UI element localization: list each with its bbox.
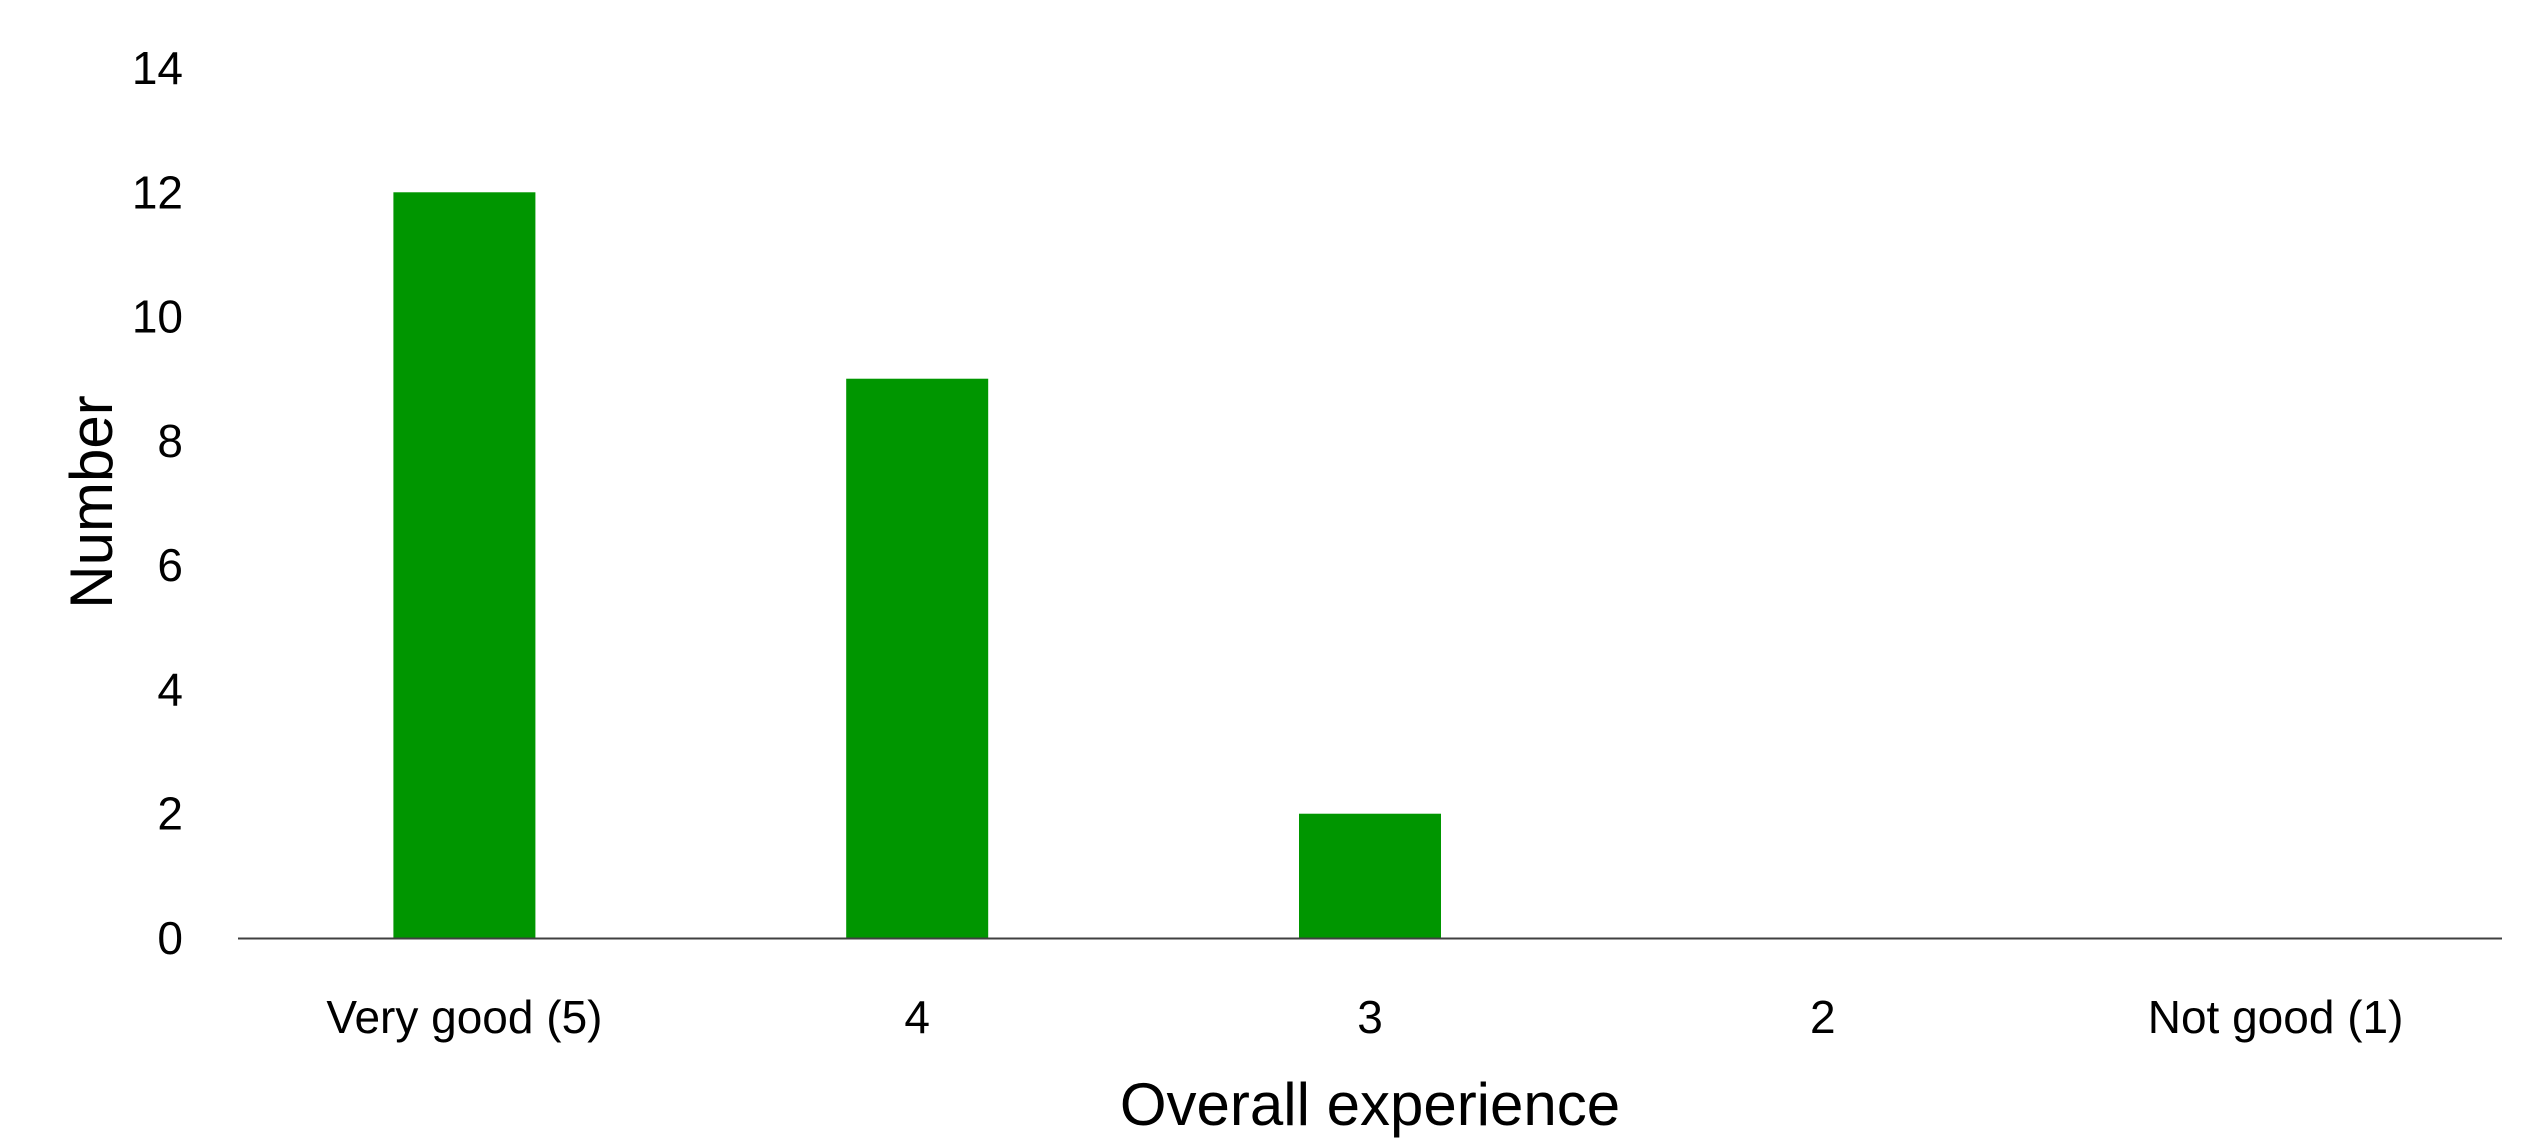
- y-tick-label: 14: [132, 42, 183, 94]
- y-tick-label: 6: [157, 539, 183, 591]
- y-tick-label: 4: [157, 663, 183, 715]
- y-axis-ticks: 0 2 4 6 8 10 12 14: [132, 42, 183, 964]
- x-axis-title: Overall experience: [1120, 1071, 1620, 1138]
- y-axis-title: Number: [58, 395, 125, 608]
- y-tick-label: 8: [157, 415, 183, 467]
- x-axis-ticks: Very good (5) 4 3 2 Not good (1): [326, 991, 2403, 1043]
- y-tick-label: 0: [157, 912, 183, 964]
- y-tick-label: 10: [132, 291, 183, 343]
- y-tick-label: 12: [132, 166, 183, 218]
- x-tick-label: 4: [904, 991, 930, 1043]
- bars: [393, 192, 1441, 939]
- x-tick-label: 2: [1810, 991, 1836, 1043]
- bar: [393, 192, 536, 939]
- x-tick-label: 3: [1357, 991, 1383, 1043]
- y-tick-label: 2: [157, 788, 183, 840]
- x-tick-label: Not good (1): [2148, 991, 2404, 1043]
- x-tick-label: Very good (5): [326, 991, 602, 1043]
- bar: [846, 378, 989, 938]
- bar: [1299, 813, 1441, 938]
